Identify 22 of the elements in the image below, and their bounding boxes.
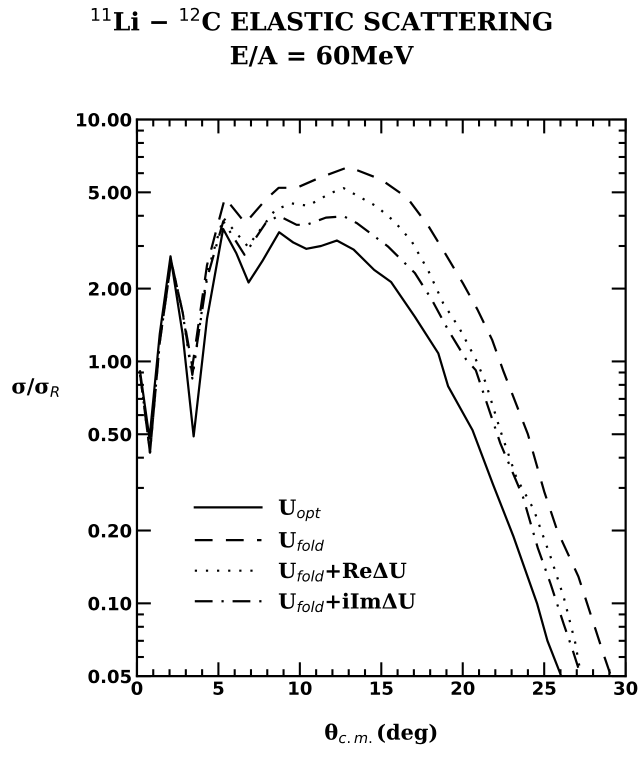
legend-label: U$_{fold}$+iImΔU (278, 592, 416, 612)
x-tick-label: 30 (614, 681, 638, 696)
x-tick-label: 15 (370, 682, 393, 696)
y-tick-label: 0.20 (88, 524, 132, 538)
legend-label: U$_{opt}$ (278, 499, 321, 522)
y-tick-label: 0.05 (88, 670, 131, 684)
y-tick-label: 2.00 (88, 282, 132, 296)
y-axis-title: σ/σ$_{R}$ (12, 378, 59, 397)
x-axis-title: θ$_{c.m.}$(deg) (325, 724, 436, 744)
x-tick-label: 25 (533, 681, 556, 696)
legend-label: U$_{fold}$+ReΔU (278, 562, 406, 582)
x-tick-label: 20 (452, 681, 474, 696)
y-tick-label: 0.50 (88, 428, 132, 442)
chart-title: $^{11}$Li − $^{12}$C ELASTIC SCATTERING E/A = 60MeV (92, 8, 552, 67)
legend-label: U$_{fold}$ (278, 532, 324, 551)
x-tick-label: 0 (132, 681, 142, 696)
y-tick-label: 1.00 (90, 354, 132, 369)
x-tick-label: 10 (289, 681, 312, 696)
y-tick-label: 0.10 (88, 596, 132, 610)
y-tick-label: 10.00 (77, 112, 132, 127)
y-tick-label: 5.00 (88, 186, 132, 200)
x-tick-label: 5 (214, 682, 224, 696)
